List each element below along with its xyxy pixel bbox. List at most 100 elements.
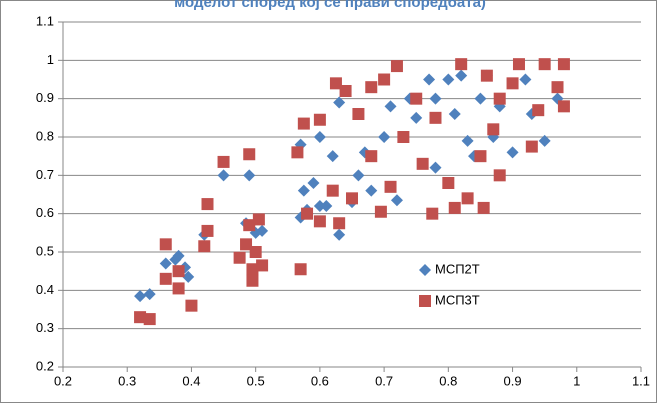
x-tick-label: 0.8 [439,373,457,388]
data-point [217,155,230,168]
data-point [352,108,365,120]
data-point [291,146,304,159]
data-point [429,92,442,105]
data-point [297,117,310,130]
data-point [538,58,551,71]
data-point [390,194,403,207]
data-point [313,131,326,143]
x-tick-label: 0.6 [311,373,329,388]
data-point [557,58,570,71]
data-point [551,81,564,94]
data-point [365,184,378,197]
data-point [159,272,172,285]
data-point [384,180,397,193]
x-tick-label: 0.4 [182,373,200,388]
y-tick-label: 1.1 [36,13,54,28]
y-tick-label: 0.2 [36,358,54,373]
data-point [493,92,506,105]
data-point [365,81,378,94]
y-tick-label: 0.3 [36,320,54,335]
y-tick-label: 0.5 [36,243,54,258]
y-tick-label: 1 [47,52,54,67]
x-tick-label: 0.9 [504,373,522,388]
x-tick-label: 0.5 [247,373,265,388]
data-point [246,274,259,287]
data-point [538,134,551,147]
data-point [297,184,310,197]
data-point [474,150,487,163]
data-point [320,200,333,212]
data-point [416,157,429,170]
data-point [519,73,532,86]
data-point [301,207,314,220]
data-point [134,311,147,324]
data-point [143,288,156,301]
data-point [397,131,410,143]
data-point [378,131,391,143]
data-point [557,100,570,113]
data-point [477,201,490,214]
data-point [410,111,423,124]
data-point [252,213,265,226]
data-point [185,299,198,312]
data-point [455,69,468,82]
data-point [294,263,307,276]
data-point [461,134,474,147]
data-point [249,246,262,258]
legend-marker [419,295,431,307]
data-point [246,263,259,276]
data-point [378,73,391,86]
x-tick-label: 0.2 [54,373,72,388]
y-tick-label: 0.8 [36,128,54,143]
data-point [134,290,147,303]
data-point [506,146,519,159]
data-point [429,111,442,124]
data-point [448,108,461,120]
data-point [346,192,358,205]
data-point [172,265,185,278]
data-point [487,123,500,136]
data-point [307,177,320,189]
data-point [326,150,339,163]
data-point [333,217,346,230]
data-point [256,259,269,272]
data-point [429,161,442,174]
legend-label: МСП2Т [435,261,480,276]
x-tick-label: 0.7 [375,373,393,388]
data-point [480,69,493,82]
data-point [339,85,352,97]
y-tick-label: 0.4 [36,282,54,297]
x-tick-label: 1.1 [632,373,650,388]
data-point [143,313,156,326]
data-point [198,240,211,253]
data-point [461,192,474,205]
data-point [243,219,256,232]
data-point [243,169,256,182]
data-point [172,282,185,295]
data-point [240,238,253,251]
data-point [352,169,365,182]
data-point [333,96,346,109]
data-point [506,77,519,90]
data-point [474,92,487,105]
data-point [243,148,256,161]
data-point [493,169,506,182]
data-point [159,238,172,251]
data-point [532,104,545,117]
y-tick-label: 0.6 [36,205,54,220]
data-point [233,251,246,264]
data-point [374,205,387,218]
data-point [525,140,538,153]
legend-marker [419,264,431,276]
data-point [256,224,269,237]
data-point [326,184,339,197]
y-tick-label: 0.7 [36,167,54,182]
data-point [313,200,326,212]
data-point [384,100,397,113]
data-point [201,198,214,211]
data-point [217,169,230,182]
data-point [313,113,326,126]
chart-title: моделот според кој се прави споредбата) [174,0,486,11]
data-point [512,58,525,71]
